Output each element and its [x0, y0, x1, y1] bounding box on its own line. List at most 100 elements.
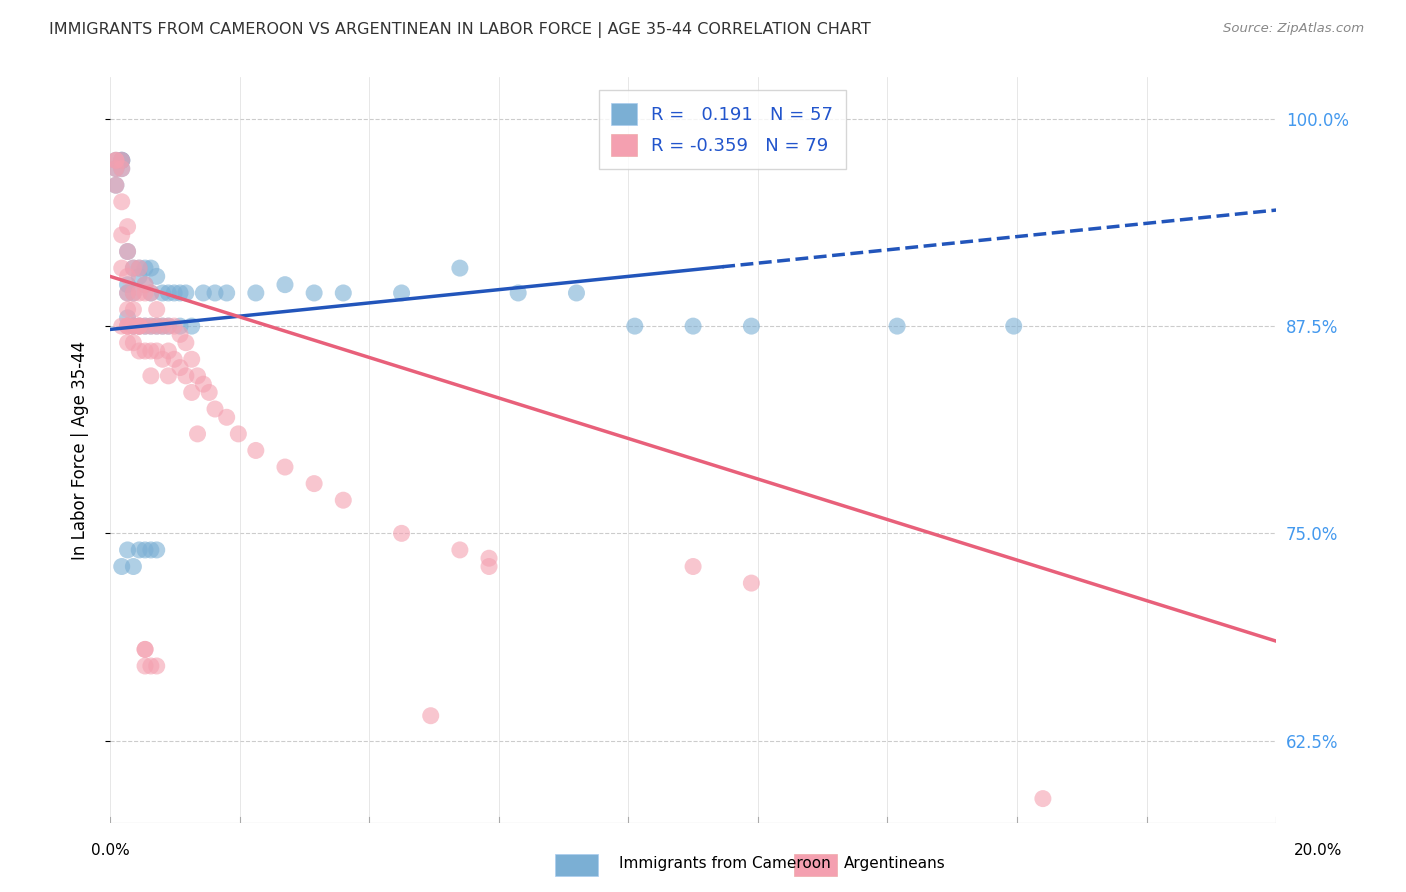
Point: [122, 335, 145, 350]
Point: [111, 319, 134, 334]
Point: [682, 559, 704, 574]
Point: [1002, 319, 1025, 334]
Point: [111, 227, 134, 242]
Point: [122, 261, 145, 276]
Text: 20.0%: 20.0%: [1295, 843, 1343, 858]
Point: [134, 319, 156, 334]
Point: [1032, 791, 1054, 805]
Point: [117, 285, 139, 300]
Y-axis label: In Labor Force | Age 35-44: In Labor Force | Age 35-44: [72, 341, 89, 560]
Point: [245, 443, 267, 458]
Point: [145, 543, 167, 558]
Point: [117, 244, 139, 259]
Point: [152, 352, 174, 367]
Point: [128, 269, 150, 284]
Point: [111, 153, 134, 168]
Point: [134, 543, 156, 558]
Point: [145, 659, 167, 673]
Point: [104, 153, 127, 168]
Point: [111, 261, 134, 276]
Text: Source: ZipAtlas.com: Source: ZipAtlas.com: [1223, 22, 1364, 36]
Point: [117, 269, 139, 284]
Point: [245, 285, 267, 300]
Point: [163, 285, 186, 300]
Point: [111, 194, 134, 209]
Text: IMMIGRANTS FROM CAMEROON VS ARGENTINEAN IN LABOR FORCE | AGE 35-44 CORRELATION C: IMMIGRANTS FROM CAMEROON VS ARGENTINEAN …: [49, 22, 870, 38]
Point: [274, 277, 297, 292]
Point: [682, 319, 704, 334]
Point: [332, 285, 354, 300]
Point: [174, 368, 197, 383]
Point: [134, 319, 156, 334]
Point: [104, 153, 127, 168]
Point: [117, 302, 139, 317]
Point: [145, 343, 167, 358]
Point: [169, 319, 191, 334]
Point: [128, 261, 150, 276]
Point: [117, 335, 139, 350]
Point: [157, 343, 180, 358]
Point: [122, 319, 145, 334]
Point: [228, 426, 250, 441]
Point: [111, 153, 134, 168]
Point: [117, 319, 139, 334]
Text: Argentineans: Argentineans: [844, 856, 945, 871]
Point: [139, 543, 162, 558]
Legend: R =   0.191   N = 57, R = -0.359   N = 79: R = 0.191 N = 57, R = -0.359 N = 79: [599, 90, 846, 169]
Point: [117, 285, 139, 300]
Point: [508, 285, 530, 300]
Point: [145, 319, 167, 334]
Point: [169, 360, 191, 375]
Point: [174, 335, 197, 350]
Point: [302, 476, 325, 491]
Point: [128, 261, 150, 276]
Point: [117, 543, 139, 558]
Point: [111, 161, 134, 176]
Point: [180, 385, 202, 400]
Point: [478, 559, 501, 574]
Point: [204, 285, 226, 300]
Point: [302, 285, 325, 300]
Point: [163, 319, 186, 334]
Point: [274, 460, 297, 475]
Point: [623, 319, 645, 334]
Point: [139, 319, 162, 334]
Point: [104, 178, 127, 193]
Point: [163, 352, 186, 367]
Point: [122, 559, 145, 574]
Point: [152, 285, 174, 300]
Point: [134, 277, 156, 292]
Point: [332, 493, 354, 508]
Point: [117, 319, 139, 334]
Point: [145, 302, 167, 317]
Point: [122, 302, 145, 317]
Point: [169, 327, 191, 342]
Point: [139, 261, 162, 276]
Point: [391, 526, 413, 541]
Point: [152, 319, 174, 334]
Point: [128, 319, 150, 334]
Point: [134, 277, 156, 292]
Point: [886, 319, 908, 334]
Point: [157, 319, 180, 334]
Point: [134, 642, 156, 657]
Point: [204, 402, 226, 417]
Point: [128, 285, 150, 300]
Point: [157, 285, 180, 300]
Point: [157, 368, 180, 383]
Text: Immigrants from Cameroon: Immigrants from Cameroon: [619, 856, 831, 871]
Point: [139, 659, 162, 673]
Point: [169, 285, 191, 300]
Point: [198, 385, 221, 400]
Point: [122, 319, 145, 334]
Point: [111, 153, 134, 168]
Point: [128, 319, 150, 334]
Point: [186, 426, 208, 441]
Point: [740, 576, 762, 591]
Point: [157, 319, 180, 334]
Point: [104, 153, 127, 168]
Point: [134, 261, 156, 276]
Point: [128, 543, 150, 558]
Point: [139, 319, 162, 334]
Point: [174, 285, 197, 300]
